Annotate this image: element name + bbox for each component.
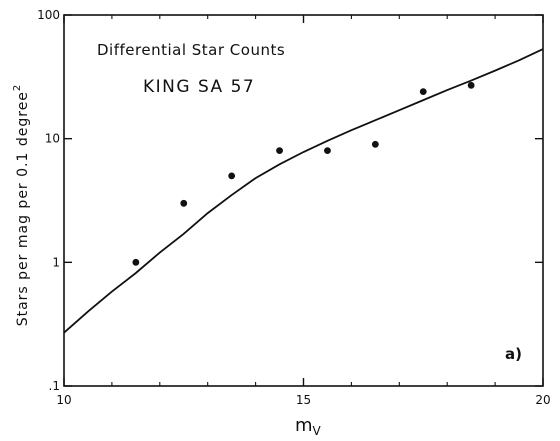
x-axis-label-main: m (295, 415, 313, 436)
ticks-layer: 10 15 20 .1 1 10 100 (37, 8, 551, 407)
model-curve-line (63, 48, 544, 334)
y-tick-label: 10 (45, 132, 60, 146)
y-axis-label-superscript: 2 (12, 84, 23, 91)
x-tick-label: 10 (56, 393, 71, 407)
data-point (132, 258, 140, 266)
data-point (324, 147, 331, 155)
data-point (419, 88, 427, 96)
y-tick-label: .1 (49, 379, 60, 393)
y-tick-label: 100 (37, 8, 60, 22)
panel-label: a) (505, 345, 522, 363)
plot-frame (63, 14, 544, 387)
data-points-layer (132, 81, 475, 266)
y-axis-label: Stars per mag per 0.1 degree2 (12, 84, 31, 327)
x-axis-label: mV (295, 415, 322, 438)
data-point (228, 172, 236, 180)
x-axis-label-subscript: V (313, 424, 322, 438)
chart-subtitle: KING SA 57 (143, 77, 255, 97)
chart-title: Differential Star Counts (97, 41, 285, 59)
data-point (180, 199, 188, 207)
x-tick-label: 20 (535, 393, 550, 407)
data-point (276, 147, 283, 155)
y-axis-label-main: Stars per mag per 0.1 degree (15, 91, 31, 326)
y-tick-label: 1 (52, 255, 60, 269)
data-point (371, 140, 379, 148)
data-point (467, 81, 475, 89)
x-tick-label: 15 (296, 393, 311, 407)
